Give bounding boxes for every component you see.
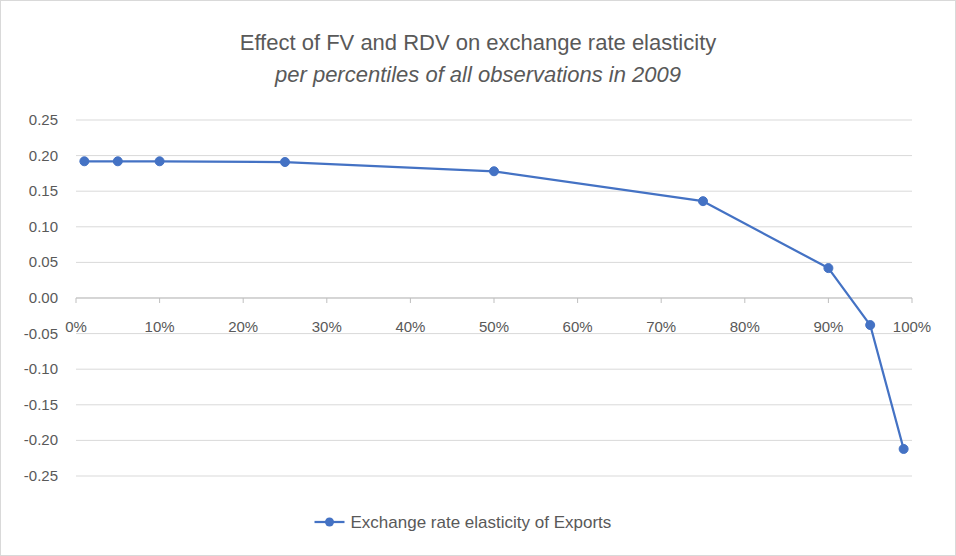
y-tick-label: 0.15 [29,182,58,199]
series-marker [281,158,290,167]
x-tick [326,298,327,303]
x-tick-label: 100% [893,318,931,335]
chart-svg: Effect of FV and RDV on exchange rate el… [0,0,956,556]
x-tick-label: 70% [646,318,676,335]
x-tick-label: 50% [479,318,509,335]
series-marker [899,444,908,453]
y-gridline [76,369,912,370]
x-tick-label: 60% [563,318,593,335]
y-tick-label: 0.20 [29,147,58,164]
y-gridline [76,120,912,121]
series-group [80,157,908,454]
x-tick [577,298,578,303]
x-tick-label: 10% [145,318,175,335]
x-tick [159,298,160,303]
chart-border [1,1,956,556]
x-tick [243,298,244,303]
y-gridline [76,191,912,192]
x-tick [76,298,77,303]
y-gridline [76,226,912,227]
y-tick-label: -0.25 [24,467,58,484]
legend-label: Exchange rate elasticity of Exports [351,513,612,532]
legend-marker [325,518,334,527]
x-tick [410,298,411,303]
x-tick [744,298,745,303]
x-tick [494,298,495,303]
y-tick-label: 0.05 [29,253,58,270]
series-marker [490,167,499,176]
x-tick-label: 30% [312,318,342,335]
series-line [84,161,903,449]
series-marker [824,264,833,273]
x-tick-label: 90% [813,318,843,335]
series-marker [80,157,89,166]
x-tick-label: 40% [395,318,425,335]
y-gridline [76,440,912,441]
y-gridline [76,155,912,156]
y-tick-label: -0.15 [24,396,58,413]
y-gridline [76,404,912,405]
x-tick-label: 20% [228,318,258,335]
y-tick-label: 0.25 [29,111,58,128]
x-tick [912,298,913,303]
x-tick [828,298,829,303]
x-tick [661,298,662,303]
y-tick-label: -0.20 [24,431,58,448]
y-gridline [76,476,912,477]
series-marker [699,197,708,206]
legend: Exchange rate elasticity of Exports [315,513,612,532]
x-tick-label: 80% [730,318,760,335]
series-marker [155,157,164,166]
y-tick-label: 0.10 [29,218,58,235]
x-tick-label: 0% [65,318,87,335]
series-marker [113,157,122,166]
y-tick-label: -0.05 [24,325,58,342]
y-tick-label: -0.10 [24,360,58,377]
y-gridline [76,262,912,263]
chart-title: Effect of FV and RDV on exchange rate el… [240,30,717,55]
series-marker [866,321,875,330]
y-tick-label: 0.00 [29,289,58,306]
chart-container: Effect of FV and RDV on exchange rate el… [0,0,956,556]
chart-subtitle: per percentiles of all observations in 2… [274,62,681,87]
